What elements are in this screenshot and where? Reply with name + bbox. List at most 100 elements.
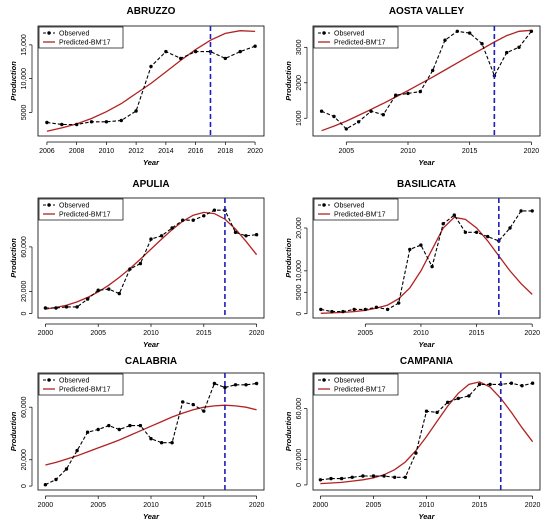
observed-point <box>75 122 79 127</box>
observed-point <box>431 68 435 73</box>
x-tick-label: 2015 <box>469 330 485 337</box>
observed-point <box>191 218 195 222</box>
observed-point <box>530 381 535 385</box>
x-tick-label: 2005 <box>358 330 374 337</box>
x-tick-label: 2015 <box>472 502 488 509</box>
predicted-line <box>45 211 258 310</box>
observed-point <box>319 109 324 113</box>
observed-point <box>361 474 365 478</box>
y-tick-label: 1000 <box>296 110 303 126</box>
observed-point <box>397 301 401 305</box>
x-tick-label: 2020 <box>525 502 541 509</box>
observed-point <box>329 476 333 481</box>
observed-point <box>452 213 456 217</box>
observed-point <box>435 410 439 415</box>
observed-point <box>244 234 248 238</box>
observed-point <box>486 234 490 239</box>
observed-point <box>64 467 69 471</box>
observed-point <box>374 305 379 309</box>
legend-predicted-label: Predicted-BM'17 <box>334 212 386 219</box>
x-tick-label: 2000 <box>38 502 54 509</box>
observed-point <box>455 29 459 33</box>
observed-point <box>403 475 407 479</box>
chart-title: BASILICATA <box>397 179 456 190</box>
x-tick-label: 2005 <box>339 148 355 155</box>
observed-point <box>369 109 373 113</box>
y-tick-label: 5000 <box>296 284 303 300</box>
observed-point <box>530 209 534 213</box>
observed-point <box>138 261 143 266</box>
legend-box <box>38 198 124 221</box>
observed-point <box>477 382 482 387</box>
observed-point <box>170 441 174 445</box>
chart-panel: BASILICATA 2005 2010 2015 2020 0 5000 10,000 20,… <box>284 179 541 349</box>
observed-point <box>117 291 122 296</box>
legend-observed-marker <box>322 203 326 207</box>
observed-point <box>223 56 227 61</box>
y-tick-label: 0 <box>296 312 303 316</box>
x-tick-label: 2020 <box>247 148 263 155</box>
x-tick-label: 2000 <box>313 502 329 509</box>
legend-observed-marker <box>47 31 51 35</box>
x-tick-label: 2010 <box>413 330 429 337</box>
y-tick-label: 10,000 <box>296 260 303 282</box>
legend-box <box>313 26 399 49</box>
observed-point <box>202 214 206 218</box>
plot-frame <box>37 25 265 137</box>
legend-observed-label: Observed <box>59 31 89 38</box>
observed-point <box>244 383 248 387</box>
x-tick-label: 2010 <box>419 502 435 509</box>
legend-predicted-label: Predicted-BM'17 <box>334 387 386 394</box>
observed-point <box>480 42 484 46</box>
x-axis-label: Year <box>143 340 160 349</box>
observed-point <box>381 113 385 117</box>
x-tick-label: 2010 <box>400 148 416 155</box>
observed-point <box>202 409 206 413</box>
plot-frame <box>312 372 541 491</box>
observed-point <box>509 381 514 385</box>
observed-point <box>394 93 398 97</box>
legend-observed-label: Observed <box>59 378 89 385</box>
predicted-line <box>45 404 257 466</box>
observed-point <box>193 49 198 54</box>
observed-point <box>96 288 100 292</box>
observed-point <box>85 430 90 434</box>
x-tick-label: 2018 <box>218 148 234 155</box>
observed-point <box>253 44 257 48</box>
x-axis-label: Year <box>419 340 436 349</box>
plot-frame <box>312 25 541 137</box>
legend-predicted-label: Predicted-BM'17 <box>59 212 111 219</box>
y-tick-label: 5000 <box>21 104 28 120</box>
legend-observed-label: Observed <box>59 203 89 210</box>
observed-point <box>191 402 195 407</box>
legend-observed-marker <box>322 31 326 35</box>
observed-point <box>43 306 48 310</box>
observed-point <box>134 109 138 113</box>
chart-panel: CALABRIA 2000 2005 2010 2015 2020 0 20,000 60,00… <box>9 356 264 521</box>
legend: Observed Predicted-BM'17 <box>313 198 399 221</box>
observed-point <box>212 208 217 212</box>
observed-point <box>43 483 48 487</box>
y-tick-label: 20,000 <box>21 449 28 471</box>
observed-point <box>159 441 164 445</box>
y-axis-label: Production <box>9 238 18 278</box>
observed-line <box>45 382 257 486</box>
y-tick-label: 60,000 <box>21 236 28 258</box>
observed-point <box>418 89 422 94</box>
observed-point <box>254 381 259 386</box>
observed-point <box>529 29 534 33</box>
chart-title: AOSTA VALLEY <box>389 6 465 17</box>
chart-title: CAMPANIA <box>400 356 453 367</box>
observed-point <box>341 309 345 314</box>
observed-point <box>414 451 418 455</box>
observed-point <box>149 64 153 69</box>
observed-point <box>223 385 227 390</box>
observed-point <box>212 381 217 386</box>
observed-point <box>128 267 132 271</box>
y-tick-label: 2000 <box>296 75 303 91</box>
observed-point <box>75 305 79 309</box>
observed-point <box>233 383 238 387</box>
x-tick-label: 2010 <box>143 502 159 509</box>
observed-point <box>60 122 64 127</box>
